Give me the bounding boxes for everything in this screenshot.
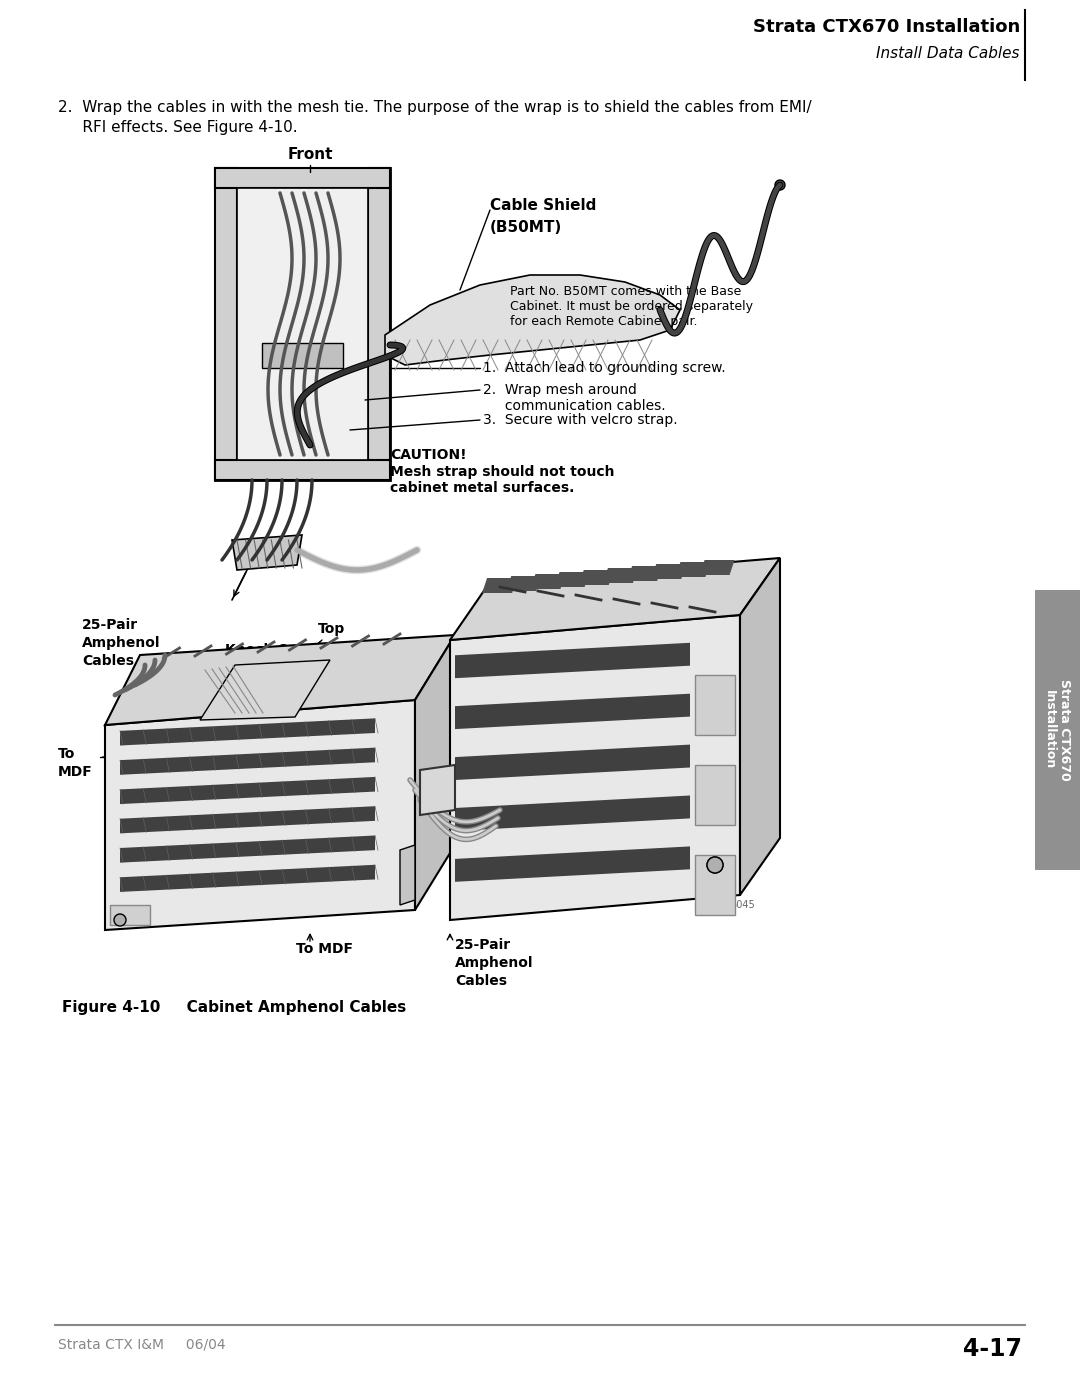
Text: Cables: Cables	[82, 654, 134, 668]
Polygon shape	[237, 189, 368, 460]
Text: Install Data Cables: Install Data Cables	[877, 46, 1020, 61]
Polygon shape	[455, 795, 690, 831]
Circle shape	[374, 443, 384, 453]
Circle shape	[707, 856, 723, 873]
Polygon shape	[384, 275, 680, 365]
Polygon shape	[215, 460, 390, 481]
Polygon shape	[420, 766, 455, 814]
Polygon shape	[110, 905, 150, 925]
Polygon shape	[368, 168, 390, 481]
Polygon shape	[696, 766, 735, 826]
Polygon shape	[555, 571, 590, 587]
Text: RFI effects. See Figure 4-10.: RFI effects. See Figure 4-10.	[58, 120, 298, 136]
Text: Top: Top	[318, 622, 346, 636]
Text: To MDF: To MDF	[297, 942, 353, 956]
Polygon shape	[400, 845, 415, 905]
Text: Mesh strap should not touch
cabinet metal surfaces.: Mesh strap should not touch cabinet meta…	[390, 465, 615, 495]
Text: Amphenol: Amphenol	[82, 636, 161, 650]
Polygon shape	[120, 806, 375, 834]
Text: To: To	[58, 747, 76, 761]
Polygon shape	[120, 777, 375, 805]
Polygon shape	[696, 675, 735, 735]
Text: Part No. B50MT comes with the Base
Cabinet. It must be ordered separately
for ea: Part No. B50MT comes with the Base Cabin…	[510, 285, 753, 328]
Text: 1.  Attach lead to grounding screw.: 1. Attach lead to grounding screw.	[483, 360, 726, 374]
Polygon shape	[120, 747, 375, 775]
Text: 5045: 5045	[730, 900, 755, 909]
Text: 2.  Wrap mesh around: 2. Wrap mesh around	[483, 383, 637, 397]
Polygon shape	[120, 865, 375, 891]
Text: Front: Front	[287, 147, 333, 162]
Polygon shape	[700, 560, 734, 576]
Polygon shape	[450, 557, 780, 640]
Text: Strata CTX670
Installation: Strata CTX670 Installation	[1043, 679, 1071, 781]
Circle shape	[775, 180, 785, 190]
Circle shape	[221, 363, 231, 373]
Circle shape	[374, 224, 384, 233]
Polygon shape	[455, 643, 690, 678]
Text: Strata CTX I&M     06/04: Strata CTX I&M 06/04	[58, 1337, 226, 1351]
Text: 3.  Secure with velcro strap.: 3. Secure with velcro strap.	[483, 414, 677, 427]
Polygon shape	[696, 855, 735, 915]
Circle shape	[221, 293, 231, 303]
Polygon shape	[455, 847, 690, 882]
Polygon shape	[530, 574, 566, 590]
Text: Figure 4-10     Cabinet Amphenol Cables: Figure 4-10 Cabinet Amphenol Cables	[62, 1000, 406, 1016]
Circle shape	[114, 914, 126, 926]
Polygon shape	[603, 569, 638, 583]
Text: 25-Pair: 25-Pair	[455, 937, 511, 951]
Circle shape	[374, 363, 384, 373]
Polygon shape	[627, 566, 662, 581]
Polygon shape	[215, 168, 390, 481]
Polygon shape	[105, 700, 415, 930]
Polygon shape	[482, 578, 517, 592]
Polygon shape	[120, 835, 375, 862]
Text: Strata CTX670 Installation: Strata CTX670 Installation	[753, 18, 1020, 36]
Polygon shape	[215, 168, 390, 189]
Text: Cable Shield: Cable Shield	[490, 198, 596, 212]
Text: Amphenol: Amphenol	[455, 956, 534, 970]
Polygon shape	[415, 636, 455, 909]
Circle shape	[221, 433, 231, 443]
Polygon shape	[215, 168, 237, 481]
Text: 4-17: 4-17	[963, 1337, 1022, 1361]
Text: communication cables.: communication cables.	[483, 400, 665, 414]
Text: 2.  Wrap the cables in with the mesh tie. The purpose of the wrap is to shield t: 2. Wrap the cables in with the mesh tie.…	[58, 101, 812, 115]
Polygon shape	[1035, 590, 1080, 870]
Polygon shape	[579, 570, 613, 585]
Polygon shape	[105, 636, 455, 725]
Polygon shape	[450, 615, 740, 921]
Polygon shape	[232, 535, 302, 570]
Circle shape	[707, 856, 723, 873]
Polygon shape	[455, 745, 690, 780]
Polygon shape	[200, 659, 330, 719]
Polygon shape	[262, 344, 343, 367]
Polygon shape	[740, 557, 780, 895]
Circle shape	[221, 224, 231, 233]
Text: MDF: MDF	[58, 766, 93, 780]
Polygon shape	[507, 576, 541, 591]
Polygon shape	[651, 564, 686, 578]
Text: (B50MT): (B50MT)	[490, 219, 563, 235]
Polygon shape	[675, 562, 711, 577]
Text: Knock Out Plastic: Knock Out Plastic	[225, 643, 363, 657]
Text: CAUTION!: CAUTION!	[390, 448, 467, 462]
Text: 25-Pair: 25-Pair	[82, 617, 138, 631]
Polygon shape	[455, 694, 690, 729]
Polygon shape	[120, 718, 375, 746]
Text: Cables: Cables	[455, 974, 507, 988]
